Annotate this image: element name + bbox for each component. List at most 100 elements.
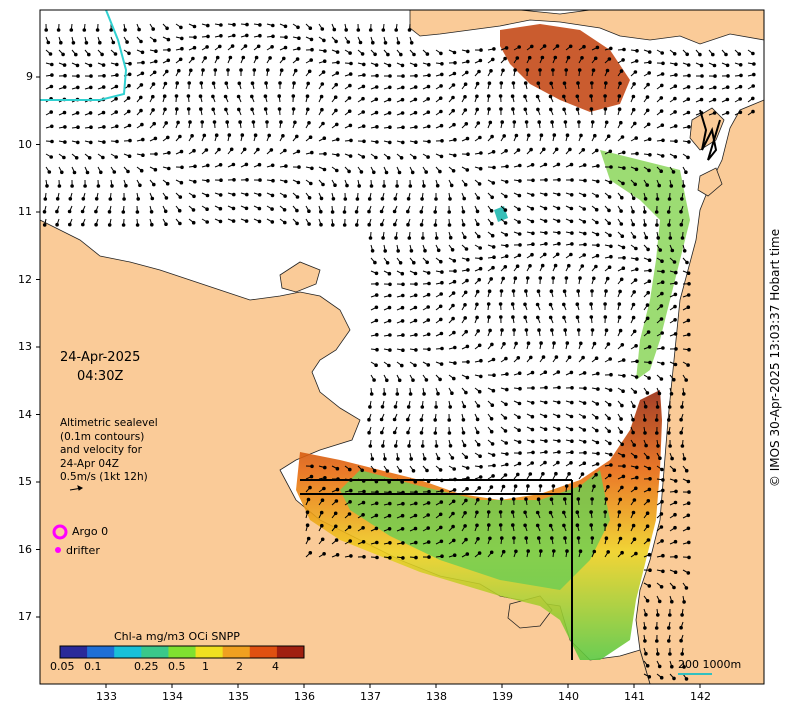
velocity-arrow-head (541, 355, 546, 359)
velocity-arrow-head (660, 331, 665, 335)
velocity-arrow-head (583, 231, 587, 236)
velocity-arrow-head (291, 107, 296, 111)
velocity-arrow-head (645, 108, 650, 113)
velocity-arrow-head (541, 472, 545, 476)
velocity-arrow-head (751, 96, 755, 101)
x-tick-label: 135 (228, 690, 249, 703)
velocity-arrow-head (206, 163, 210, 168)
velocity-arrow-head (503, 265, 508, 269)
velocity-arrow-head (530, 163, 535, 167)
velocity-arrow-head (380, 430, 384, 435)
velocity-arrow-head (461, 210, 466, 214)
velocity-arrow-head (452, 259, 457, 263)
velocity-arrow-head (645, 95, 650, 99)
velocity-arrow-head (367, 222, 372, 227)
velocity-arrow-head (426, 292, 431, 297)
velocity-arrow-head (406, 405, 411, 409)
velocity-arrow-head (499, 81, 504, 85)
velocity-arrow-head (606, 342, 611, 346)
velocity-arrow-head (250, 81, 255, 85)
velocity-arrow-head (554, 355, 559, 359)
velocity-arrow-head (206, 179, 210, 183)
velocity-arrow-head (577, 68, 582, 72)
velocity-arrow-head (270, 193, 275, 198)
velocity-arrow-head (94, 197, 99, 201)
velocity-arrow-head (661, 553, 665, 558)
velocity-arrow-head (166, 58, 171, 63)
velocity-arrow-head (333, 511, 338, 516)
velocity-arrow-head (283, 220, 287, 225)
velocity-arrow-head (450, 456, 455, 460)
velocity-arrow-head (239, 68, 243, 72)
velocity-arrow-head (461, 418, 466, 422)
velocity-arrow-head (643, 197, 648, 201)
velocity-arrow-head (656, 652, 660, 656)
velocity-arrow-head (111, 40, 116, 45)
velocity-arrow-head (374, 85, 379, 89)
velocity-arrow-head (713, 74, 717, 78)
velocity-arrow-head (595, 428, 599, 433)
velocity-arrow-head (228, 55, 233, 60)
velocity-arrow-head (385, 378, 389, 383)
velocity-arrow-head (479, 465, 483, 469)
velocity-arrow-head (127, 72, 132, 77)
velocity-arrow-head (575, 107, 580, 111)
velocity-arrow-head (466, 152, 470, 156)
velocity-arrow-head (63, 73, 67, 78)
velocity-arrow-head (486, 94, 491, 98)
x-tick-label: 133 (96, 690, 117, 703)
velocity-arrow-head (490, 134, 494, 139)
velocity-arrow-head (462, 196, 467, 201)
velocity-arrow-head (526, 133, 531, 138)
velocity-arrow-head (536, 497, 541, 502)
velocity-arrow-head (543, 370, 548, 375)
velocity-arrow-head (297, 36, 301, 41)
velocity-arrow-head (527, 55, 532, 60)
velocity-arrow-head (393, 197, 398, 201)
velocity-arrow-head (659, 96, 664, 100)
velocity-arrow-head (505, 164, 509, 169)
x-tick-label: 134 (162, 690, 183, 703)
velocity-arrow-head (400, 527, 405, 531)
velocity-arrow-head (738, 84, 743, 89)
velocity-arrow-head (686, 85, 691, 89)
y-axis-ticks (36, 76, 40, 618)
velocity-arrow-head (62, 110, 67, 115)
velocity-arrow-head (504, 441, 509, 445)
velocity-arrow-head (606, 485, 610, 489)
velocity-arrow-head (154, 152, 158, 156)
velocity-arrow-head (673, 292, 678, 297)
velocity-arrow-head (176, 120, 180, 125)
velocity-arrow-head (400, 271, 405, 276)
velocity-arrow-head (645, 511, 650, 516)
date-label: 24-Apr-2025 04:30Z (60, 348, 140, 386)
velocity-arrow-head (151, 94, 155, 99)
velocity-arrow-head (557, 385, 561, 390)
velocity-arrow-head (590, 536, 595, 540)
velocity-arrow-head (450, 248, 455, 252)
velocity-arrow-head (154, 59, 158, 64)
velocity-arrow-head (76, 74, 80, 78)
velocity-arrow-head (463, 290, 468, 295)
drifter-marker (55, 547, 61, 553)
velocity-arrow-head (453, 361, 457, 365)
velocity-arrow-head (205, 193, 210, 198)
velocity-arrow-head (523, 523, 527, 528)
velocity-arrow-head (165, 69, 169, 74)
velocity-arrow-head (632, 404, 636, 409)
velocity-arrow-head (296, 25, 300, 30)
velocity-arrow-head (192, 148, 196, 153)
velocity-arrow-head (551, 276, 556, 280)
velocity-arrow-head (465, 70, 469, 75)
velocity-arrow-head (679, 417, 683, 422)
velocity-arrow-head (152, 121, 156, 126)
velocity-arrow-head (632, 290, 637, 294)
velocity-arrow-head (646, 455, 650, 460)
velocity-arrow-head (297, 46, 301, 51)
velocity-arrow-head (270, 45, 274, 49)
velocity-arrow-head (461, 431, 466, 435)
velocity-arrow-head (514, 133, 519, 138)
velocity-arrow-head (231, 219, 236, 223)
velocity-arrow-head (660, 467, 664, 472)
velocity-arrow-head (219, 178, 223, 182)
